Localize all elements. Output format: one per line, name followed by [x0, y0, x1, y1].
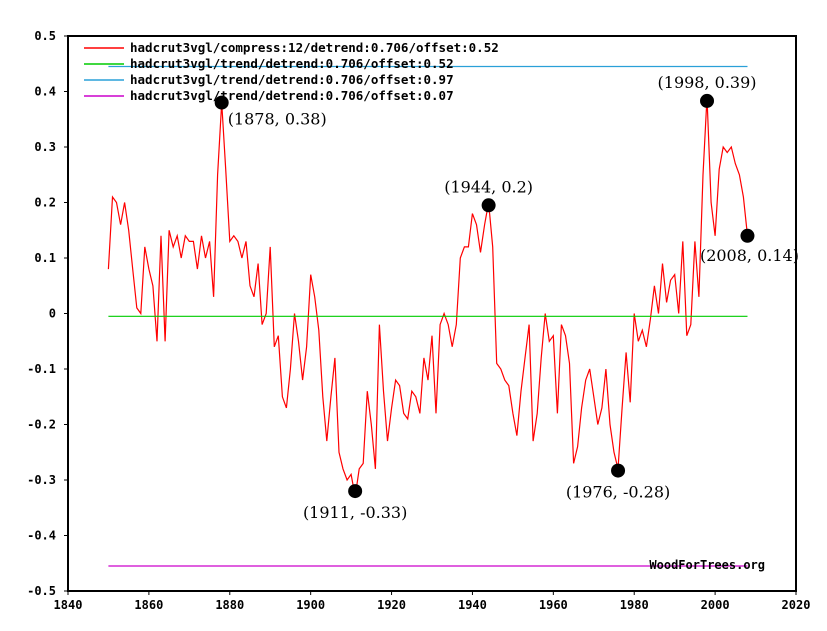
- annotation-point: [611, 463, 626, 478]
- y-tick-label: -0.2: [27, 418, 56, 432]
- x-tick-label: 1920: [377, 598, 406, 612]
- annotations: (1878, 0.38) (1911, -0.33) (1944, 0.2) (197…: [214, 73, 799, 522]
- y-tick-label: -0.3: [27, 473, 56, 487]
- y-tick-label: -0.4: [27, 529, 56, 543]
- axis-ticks: 1840 1860 1880 1900 1920 1940 1960 1980 2000 2020…: [27, 29, 810, 612]
- plot-frame: [67, 35, 797, 592]
- annotation-label: (1944, 0.2): [444, 177, 533, 196]
- annotation-label: (1998, 0.39): [658, 73, 757, 92]
- x-tick-label: 2000: [701, 598, 730, 612]
- x-tick-label: 1940: [458, 598, 487, 612]
- y-tick-label: 0.5: [34, 29, 56, 43]
- annotation-label: (1976, -0.28): [566, 483, 670, 502]
- x-tick-label: 1840: [54, 598, 83, 612]
- y-tick-label: 0.1: [34, 251, 56, 265]
- y-tick-label: 0.3: [34, 140, 56, 154]
- legend-label-4: hadcrut3vgl/trend/detrend:0.706/offset:0…: [130, 88, 454, 103]
- x-tick-label: 1900: [296, 598, 325, 612]
- x-tick-label: 1880: [215, 598, 244, 612]
- y-tick-label: -0.1: [27, 362, 56, 376]
- annotation-label: (1911, -0.33): [303, 503, 407, 522]
- x-tick-label: 1980: [620, 598, 649, 612]
- legend-label-2: hadcrut3vgl/trend/detrend:0.706/offset:0…: [130, 56, 454, 71]
- annotation-point: [740, 228, 755, 243]
- x-tick-label: 1860: [134, 598, 163, 612]
- annotation-point: [348, 484, 363, 499]
- annotation-point: [700, 93, 715, 108]
- y-tick-label: 0: [49, 307, 56, 321]
- annotation-label: (1878, 0.38): [228, 110, 327, 129]
- series-layer: [107, 65, 749, 567]
- y-tick-label: 0.4: [34, 85, 56, 99]
- legend: hadcrut3vgl/compress:12/detrend:0.706/of…: [84, 40, 499, 103]
- y-tick-label: -0.5: [27, 584, 56, 598]
- legend-label-3: hadcrut3vgl/trend/detrend:0.706/offset:0…: [130, 72, 454, 87]
- credit-watermark: WoodForTrees.org: [649, 558, 765, 572]
- annotation-label: (2008, 0.14): [700, 246, 799, 265]
- y-tick-label: 0.2: [34, 196, 56, 210]
- annotation-point: [214, 95, 229, 110]
- legend-label-1: hadcrut3vgl/compress:12/detrend:0.706/of…: [130, 40, 499, 55]
- x-tick-label: 1960: [539, 598, 568, 612]
- x-tick-label: 2020: [782, 598, 811, 612]
- series-line-1: [107, 97, 749, 497]
- annotation-point: [481, 198, 496, 213]
